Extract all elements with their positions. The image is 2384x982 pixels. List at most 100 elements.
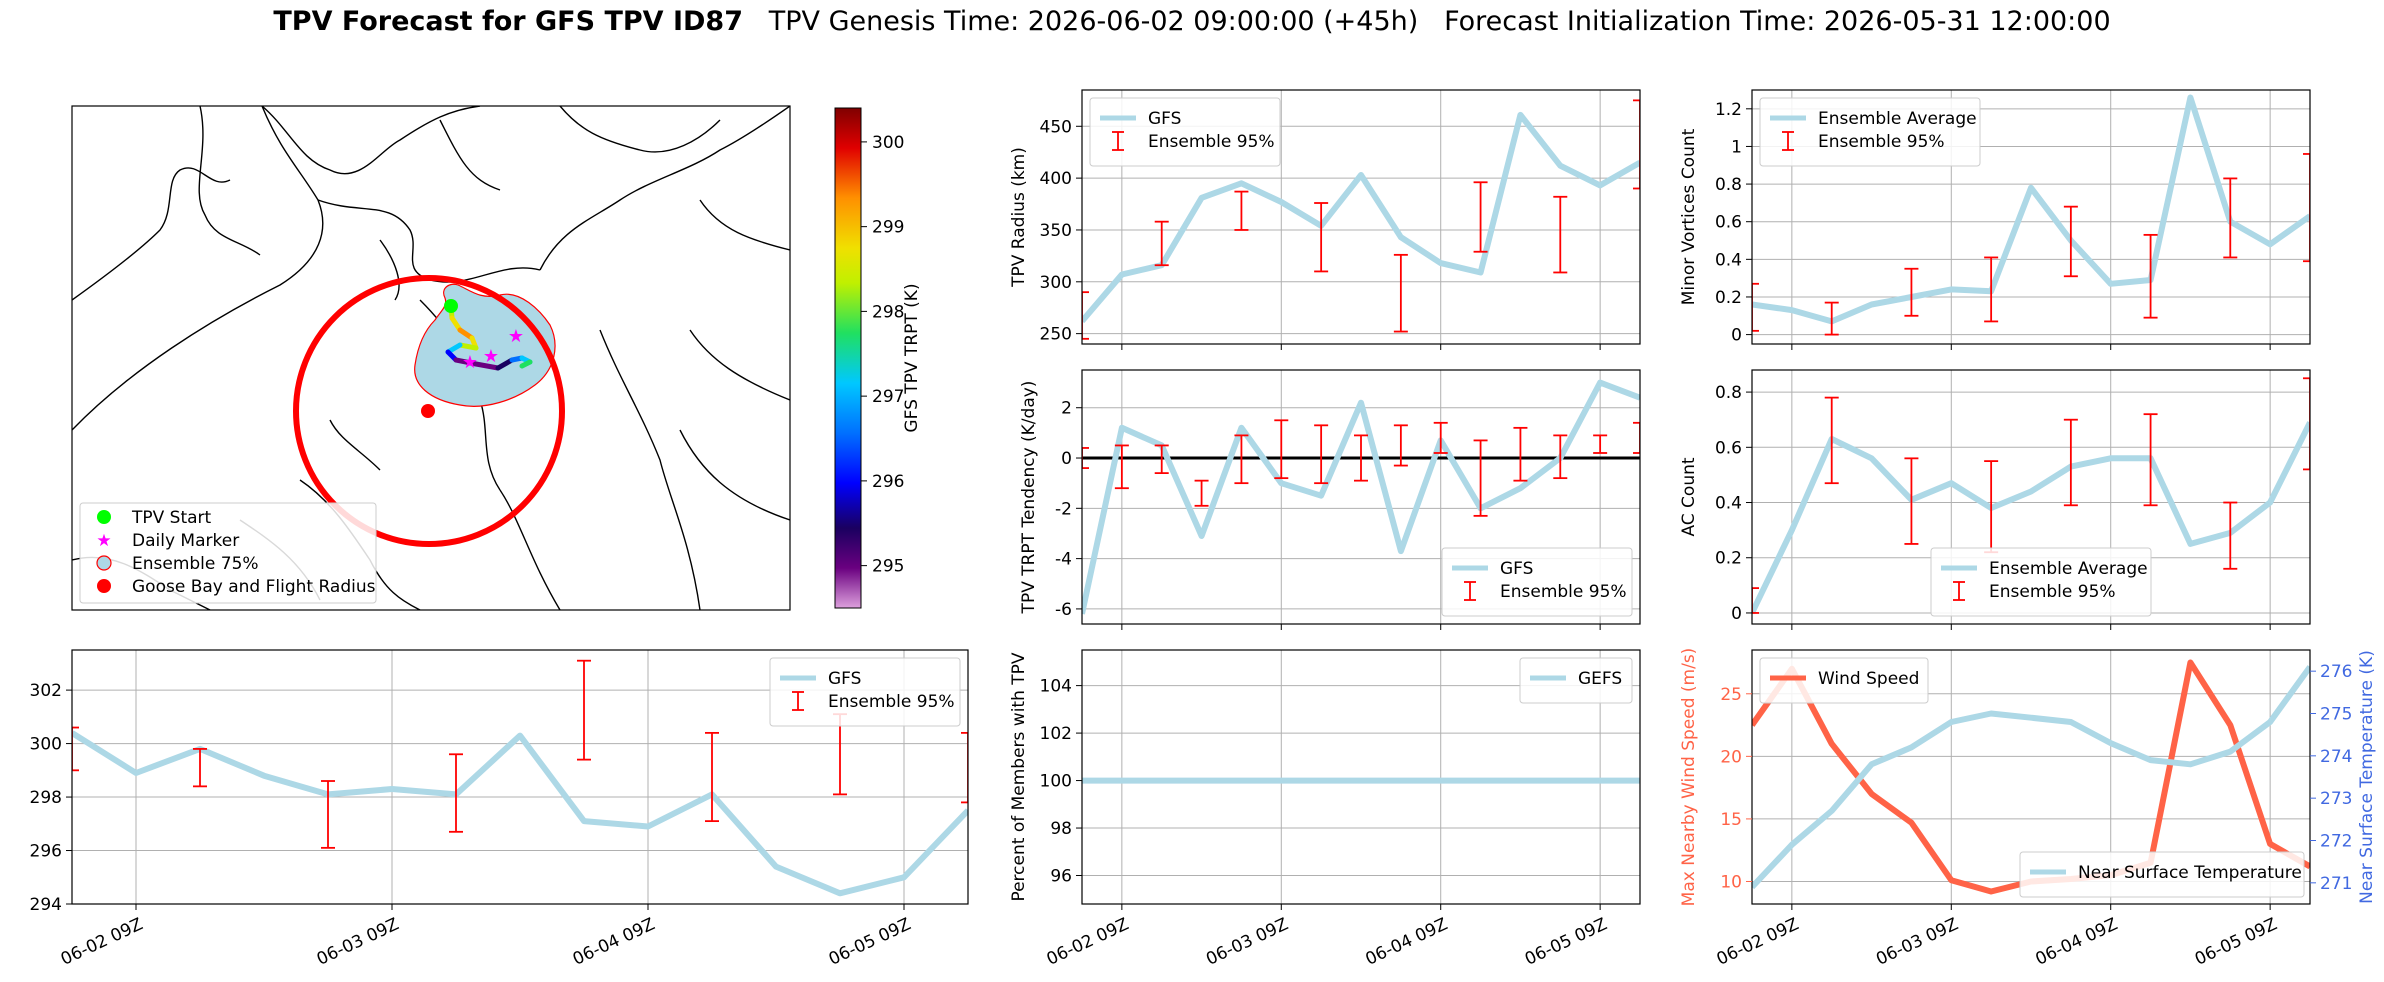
y-tick-label: 302 [30, 681, 62, 701]
colorbar-ticks: 295 296 297 298 299 300 [861, 133, 904, 577]
y-axis-label: TPV Radius (km) [1009, 147, 1029, 288]
y-axis-label: TPV TRPT Tendency (K/day) [1019, 381, 1039, 615]
y-tick-label: 300 [1040, 273, 1072, 293]
legend-label: GFS [1500, 559, 1533, 579]
legend-box [1441, 547, 1633, 617]
axes-frame [1751, 369, 2311, 625]
y-tick-label: 0.8 [1715, 175, 1742, 195]
y2-tick-label: 276 [2320, 662, 2352, 682]
chart-radius: 250 300 350 400 450 TPV Radius (km) GFS Ensembl… [1009, 89, 1641, 350]
y-tick-label: -4 [1055, 550, 1072, 570]
plot-area [1752, 377, 2310, 615]
map-frame [71, 105, 791, 611]
colorbar-tick-label: 298 [872, 302, 904, 322]
series-line [72, 730, 968, 897]
plot-area [1082, 99, 1640, 340]
legend-label: Near Surface Temperature [2078, 863, 2302, 883]
legend-label: Ensemble 95% [1989, 582, 2116, 602]
y-tick-label: 104 [1040, 677, 1072, 697]
axes-frame [1081, 369, 1641, 625]
daily-marker: ★ [508, 326, 524, 347]
tpv-track-segment [457, 342, 479, 351]
legend-label: Ensemble Average [1989, 559, 2148, 579]
chart-minor: 0 0.2 0.4 0.6 0.8 1 1.2 Minor Vortices Count Ens… [1679, 89, 2311, 350]
tpv-track-segment [453, 357, 479, 367]
legend-label: Ensemble Average [1818, 109, 1977, 129]
legend-box [1089, 97, 1281, 167]
legend-label: Wind Speed [1818, 669, 1919, 689]
axes-frame [1081, 649, 1641, 905]
x-tick-label: 06-04 09Z [1363, 914, 1451, 969]
tpv-start-marker [444, 299, 458, 313]
legend-box [1759, 97, 1981, 167]
legend-ensemble-icon [96, 555, 112, 571]
colorbar-tick-label: 299 [872, 218, 904, 238]
y-tick-label: 450 [1040, 117, 1072, 137]
y2-tick-label: 273 [2320, 789, 2352, 809]
y2-tick-label: 275 [2320, 705, 2352, 725]
colorbar-label: GFS TPV TRPT (K) [902, 283, 922, 432]
daily-marker: ★ [483, 346, 499, 367]
x-tick-label: 06-05 09Z [1522, 914, 1610, 969]
legend-label: GEFS [1578, 669, 1622, 689]
y-tick-label: 1 [1731, 137, 1742, 157]
plot-area [1752, 94, 2310, 336]
legend-box [2019, 851, 2305, 898]
chart-ac: 0 0.2 0.4 0.6 0.8 AC Count Ensemble Average Ens… [1679, 369, 2311, 630]
legend-box [769, 657, 961, 727]
colorbar [834, 107, 862, 609]
y2-axis-label: Near Surface Temperature (K) [2357, 650, 2377, 904]
y-tick-label: 0.4 [1715, 250, 1742, 270]
y2-tick-label: 274 [2320, 747, 2352, 767]
y-tick-label: 0 [1731, 604, 1742, 624]
colorbar-tick-label: 297 [872, 387, 904, 407]
y-tick-label: 98 [1050, 819, 1072, 839]
genesis-time: TPV Genesis Time: 2026-06-02 09:00:00 (+… [768, 6, 1419, 37]
colorbar-tick-label: 300 [872, 133, 904, 153]
legend-daily-icon: ★ [96, 531, 111, 551]
series-line [1082, 379, 1640, 615]
tpv-track-segment [519, 359, 533, 369]
map-legend: TPV Start ★ Daily Marker Ensemble 75% Go… [79, 502, 377, 604]
colorbar-tick-label: 296 [872, 472, 904, 492]
y-tick-label: 0.6 [1715, 213, 1742, 233]
y-tick-label: 0 [1061, 449, 1072, 469]
y-tick-label: 0.4 [1715, 494, 1742, 514]
y-tick-label: 96 [1050, 867, 1072, 887]
legend-box [1930, 547, 2152, 617]
legend-goosebay-icon [97, 579, 111, 593]
figure-title-bold: TPV Forecast for GFS TPV ID87 [273, 6, 743, 37]
x-tick-label: 06-05 09Z [826, 914, 914, 969]
x-tick-label: 06-05 09Z [2192, 914, 2280, 969]
legend-label: GFS [828, 669, 861, 689]
y-axis-label: Max Nearby Wind Speed (m/s) [1679, 648, 1699, 907]
x-tick-label: 06-02 09Z [1714, 914, 1802, 969]
legend-label: Ensemble 95% [828, 692, 955, 712]
series-line [1082, 111, 1640, 324]
flight-radius-circle [293, 275, 565, 547]
chart-tendency: -6 -4 -2 0 2 TPV TRPT Tendency (K/day) GFS Ense… [1019, 369, 1641, 630]
x-tick-label: 06-03 09Z [1873, 914, 1961, 969]
y-axis-label: AC Count [1679, 457, 1699, 536]
map-panel: ★ ★ ★ TPV Start ★ Daily Marker Ensemble … [71, 105, 922, 611]
y-tick-label: 350 [1040, 221, 1072, 241]
y-axis-label: Percent of Members with TPV [1009, 652, 1029, 901]
x-tick-label: 06-03 09Z [314, 914, 402, 969]
y-tick-label: 0.8 [1715, 383, 1742, 403]
legend-ensemble-label: Ensemble 75% [132, 554, 259, 574]
y-tick-label: 0.2 [1715, 549, 1742, 569]
daily-marker: ★ [462, 352, 478, 373]
y-tick-label: 400 [1040, 169, 1072, 189]
y-tick-label: 294 [30, 895, 62, 915]
tpv-track-segment [473, 361, 501, 371]
legend-daily-label: Daily Marker [132, 531, 239, 551]
chart-trpt: 294296298300302TPV TRPT (K)06-02 09Z06-0… [30, 649, 969, 970]
legend-start-icon [97, 510, 111, 524]
y-tick-label: 15 [1720, 810, 1742, 830]
legend-box [1759, 657, 1929, 704]
axes-frame [1751, 649, 2311, 905]
y-tick-label: 250 [1040, 325, 1072, 345]
y2-tick-label: 271 [2320, 874, 2352, 894]
goose-bay-marker [421, 404, 435, 418]
legend-label: Ensemble 95% [1500, 582, 1627, 602]
